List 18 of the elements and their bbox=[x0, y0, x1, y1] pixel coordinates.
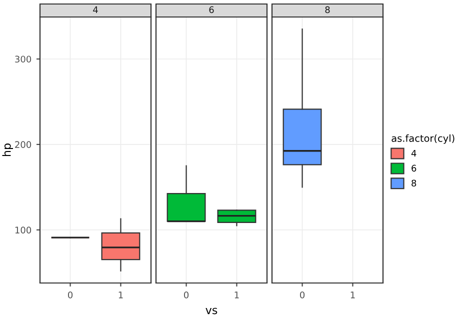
x-axis-title: vs bbox=[206, 308, 218, 314]
x-tick-label: 0 bbox=[184, 291, 189, 298]
y-tick-label: 300 bbox=[15, 56, 32, 63]
y-tick-label: 100 bbox=[15, 226, 32, 234]
x-tick-label: 0 bbox=[300, 291, 305, 298]
chart-title: 4 bbox=[93, 6, 98, 13]
chart-title: 6 bbox=[209, 6, 214, 14]
x-tick-label: 0 bbox=[68, 291, 73, 298]
legend-title: as.factor(cyl) bbox=[392, 134, 454, 144]
chart-title: 8 bbox=[325, 6, 330, 14]
x-tick-label: 1 bbox=[350, 292, 355, 298]
legend-label: 8 bbox=[412, 180, 416, 187]
legend-label: 6 bbox=[412, 164, 416, 172]
x-tick-label: 1 bbox=[118, 292, 123, 298]
y-axis-title: hp bbox=[2, 144, 13, 156]
x-tick-label: 1 bbox=[234, 292, 239, 298]
legend-label: 4 bbox=[411, 150, 416, 157]
y-tick-label: 200 bbox=[15, 141, 32, 148]
